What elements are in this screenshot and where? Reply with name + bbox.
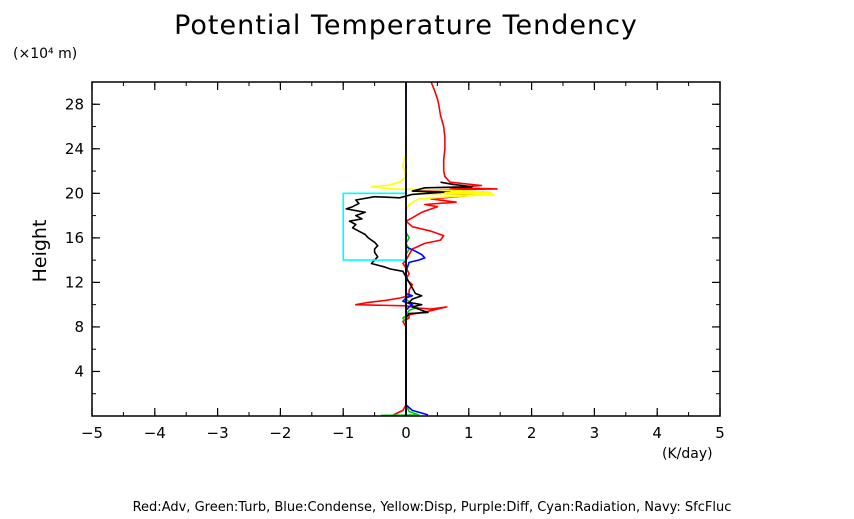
x-tick-label: −5: [81, 424, 103, 442]
x-tick-label: 1: [464, 424, 474, 442]
y-axis-unit: (×10⁴ m): [13, 46, 78, 62]
y-tick-label: 12: [65, 273, 84, 291]
y-tick-label: 24: [65, 140, 84, 158]
x-tick-label: 5: [715, 424, 725, 442]
x-tick-label: −3: [207, 424, 229, 442]
x-tick-label: 4: [652, 424, 662, 442]
series-line-1: [380, 226, 420, 417]
y-tick-label: 28: [65, 95, 84, 113]
series-line-5: [342, 192, 406, 261]
series-line-0: [354, 81, 498, 416]
legend-footer: Red:Adv, Green:Turb, Blue:Condense, Yell…: [132, 500, 732, 515]
x-tick-label: −2: [269, 424, 291, 442]
y-tick-label: 4: [74, 362, 84, 380]
x-tick-label: −1: [332, 424, 354, 442]
x-tick-label: 2: [527, 424, 537, 442]
plot-frame: [91, 81, 721, 417]
chart-title: Potential Temperature Tendency: [174, 10, 638, 41]
y-tick-label: 16: [65, 229, 84, 247]
y-tick-label: 8: [74, 318, 84, 336]
x-tick-label: 3: [590, 424, 600, 442]
x-tick-label: −4: [144, 424, 166, 442]
x-axis-unit: (K/day): [662, 446, 713, 462]
y-tick-label: 20: [65, 184, 84, 202]
x-tick-label: 0: [401, 424, 411, 442]
series-layer: [342, 81, 498, 417]
series-line-3: [370, 132, 495, 211]
